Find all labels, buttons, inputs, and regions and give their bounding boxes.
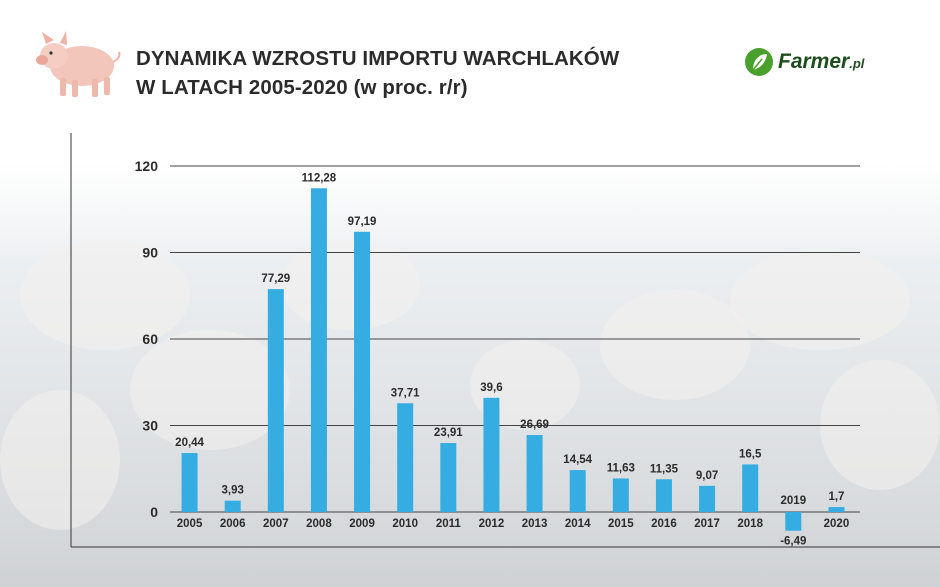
data-label: 112,28 — [302, 172, 337, 184]
x-tick-label: 2006 — [220, 518, 246, 530]
bar-2010 — [397, 403, 414, 512]
x-tick-label: 2017 — [694, 518, 720, 530]
x-tick-label: 2010 — [392, 518, 418, 530]
data-label: -6,49 — [780, 536, 806, 548]
data-label: 9,07 — [696, 470, 718, 482]
data-label: 3,93 — [221, 485, 243, 497]
bar-2012 — [483, 397, 500, 512]
x-tick-label: 2007 — [263, 518, 289, 530]
data-label: 11,63 — [607, 462, 635, 474]
data-label: 14,54 — [563, 454, 592, 466]
bar-2015 — [612, 478, 629, 512]
y-tick-label: 0 — [150, 504, 158, 520]
bar-2019 — [785, 512, 802, 531]
x-tick-label: 2012 — [479, 518, 505, 530]
x-tick-label: 2011 — [436, 518, 462, 530]
bar-2017 — [699, 485, 716, 512]
bar-2013 — [526, 435, 543, 512]
data-label: 1,7 — [828, 491, 844, 503]
bar-2016 — [655, 479, 672, 512]
x-tick-label: 2009 — [349, 518, 375, 530]
data-label: 16,5 — [739, 448, 762, 460]
logo-text: Farmer.pl — [778, 50, 864, 74]
bar-2011 — [440, 443, 457, 512]
bar-2014 — [569, 470, 586, 512]
bar-2018 — [742, 464, 759, 512]
logo-name: Farmer — [778, 50, 850, 73]
y-tick-label: 120 — [135, 158, 159, 174]
x-tick-label: 2014 — [565, 518, 591, 530]
data-label: 97,19 — [348, 216, 377, 228]
bar-2009 — [354, 231, 371, 512]
x-tick-label: 2005 — [177, 518, 203, 530]
chart-title: DYNAMIKA WZROSTU IMPORTU WARCHLAKÓW W LA… — [136, 44, 619, 102]
pig-image — [36, 31, 121, 97]
data-label: 20,44 — [175, 437, 204, 449]
data-label: 26,69 — [520, 419, 549, 431]
x-tick-label: 2020 — [824, 518, 850, 530]
leaf-icon — [745, 48, 773, 76]
y-tick-label: 30 — [142, 418, 158, 434]
data-label: 11,35 — [650, 463, 679, 475]
x-tick-label: 2018 — [737, 518, 763, 530]
x-tick-label: 2013 — [522, 518, 548, 530]
y-tick-label: 60 — [142, 331, 158, 347]
data-label: 77,29 — [261, 273, 290, 285]
bar-2007 — [267, 289, 284, 512]
data-label: 37,71 — [391, 387, 420, 399]
y-tick-label: 90 — [142, 245, 158, 261]
x-tick-label: 2008 — [306, 518, 332, 530]
data-label: 23,91 — [434, 427, 463, 439]
x-tick-label: 2016 — [651, 518, 677, 530]
farmer-logo: Farmer.pl — [744, 46, 864, 78]
title-line-1: DYNAMIKA WZROSTU IMPORTU WARCHLAKÓW — [136, 47, 620, 70]
title-line-2: W LATACH 2005-2020 (w proc. r/r) — [136, 76, 468, 99]
x-tick-label: 2015 — [608, 518, 634, 530]
bar-2005 — [181, 453, 198, 512]
logo-suffix: .pl — [849, 56, 865, 71]
bar-2020 — [828, 507, 845, 512]
x-tick-label: 2019 — [781, 495, 807, 507]
data-label: 39,6 — [480, 382, 502, 394]
bar-2008 — [310, 188, 327, 512]
bar-2006 — [224, 500, 241, 512]
